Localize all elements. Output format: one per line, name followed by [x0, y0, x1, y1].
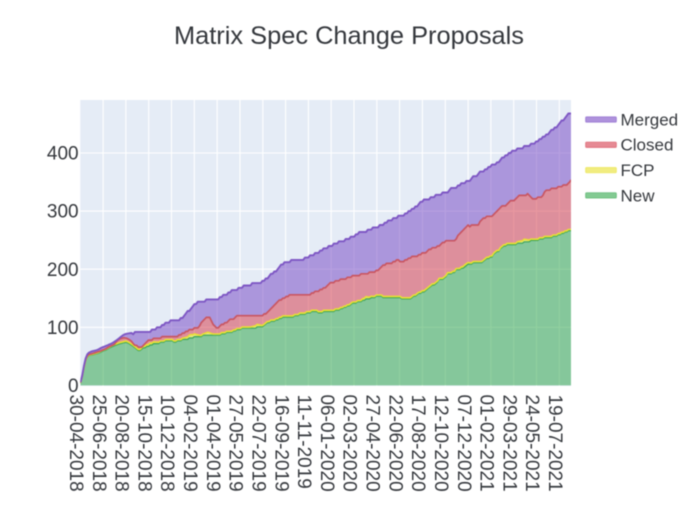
svg-text:07-12-2020: 07-12-2020	[453, 395, 474, 492]
svg-text:02-03-2020: 02-03-2020	[339, 395, 360, 492]
svg-text:10-12-2018: 10-12-2018	[156, 395, 177, 492]
svg-text:27-04-2020: 27-04-2020	[362, 395, 383, 492]
svg-text:06-01-2020: 06-01-2020	[316, 395, 337, 492]
svg-text:01-02-2021: 01-02-2021	[476, 395, 497, 492]
svg-text:15-10-2018: 15-10-2018	[133, 395, 154, 492]
svg-text:300: 300	[47, 202, 79, 223]
svg-text:11-11-2019: 11-11-2019	[293, 395, 314, 489]
svg-text:24-05-2021: 24-05-2021	[521, 395, 542, 492]
svg-text:29-03-2021: 29-03-2021	[498, 395, 519, 492]
svg-text:Closed: Closed	[621, 136, 674, 155]
svg-text:19-07-2021: 19-07-2021	[544, 395, 565, 492]
svg-text:100: 100	[47, 318, 79, 339]
svg-text:30-04-2018: 30-04-2018	[65, 395, 86, 492]
svg-text:27-05-2019: 27-05-2019	[225, 395, 246, 492]
svg-text:01-04-2019: 01-04-2019	[202, 395, 223, 492]
svg-text:20-08-2018: 20-08-2018	[111, 395, 132, 492]
svg-text:22-07-2019: 22-07-2019	[248, 395, 269, 492]
svg-text:Merged: Merged	[621, 110, 679, 129]
svg-text:22-06-2020: 22-06-2020	[384, 395, 405, 492]
svg-text:New: New	[621, 186, 656, 205]
svg-text:12-10-2020: 12-10-2020	[430, 395, 451, 492]
svg-text:16-09-2019: 16-09-2019	[270, 395, 291, 492]
svg-text:04-02-2019: 04-02-2019	[179, 395, 200, 492]
svg-text:17-08-2020: 17-08-2020	[407, 395, 428, 492]
svg-text:0: 0	[68, 376, 79, 397]
svg-text:FCP: FCP	[621, 161, 655, 180]
svg-text:25-06-2018: 25-06-2018	[88, 395, 109, 492]
svg-text:Matrix Spec Change Proposals: Matrix Spec Change Proposals	[174, 22, 524, 50]
svg-text:400: 400	[47, 144, 79, 165]
svg-text:200: 200	[47, 260, 79, 281]
